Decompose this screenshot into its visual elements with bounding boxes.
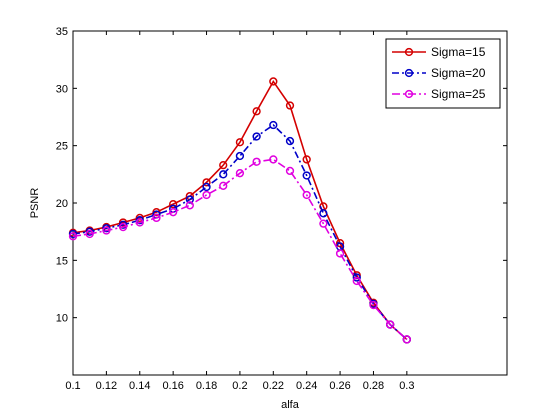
data-point bbox=[102, 226, 111, 235]
data-point bbox=[302, 190, 311, 200]
x-tick-label: 0.1 bbox=[65, 380, 80, 392]
series-line bbox=[72, 158, 408, 341]
data-point bbox=[269, 77, 278, 86]
legend-swatch-marker bbox=[404, 68, 414, 78]
legend: Sigma=15 Sigma=20 Sigma=25 bbox=[385, 38, 501, 109]
data-point bbox=[202, 178, 211, 187]
x-tick-label: 0.2 bbox=[232, 380, 247, 392]
data-point bbox=[386, 320, 395, 329]
data-point bbox=[135, 218, 144, 227]
legend-label: Sigma=20 bbox=[431, 66, 486, 80]
x-tick-label: 0.24 bbox=[296, 380, 317, 392]
x-tick-label: 0.26 bbox=[329, 380, 350, 392]
y-tick-label: 15 bbox=[56, 255, 68, 267]
x-tick-label: 0.22 bbox=[263, 380, 284, 392]
data-point bbox=[285, 101, 295, 110]
data-point bbox=[85, 229, 94, 239]
data-point bbox=[302, 171, 311, 180]
data-point bbox=[219, 170, 228, 179]
y-axis-label: PSNR bbox=[29, 188, 41, 219]
data-point bbox=[219, 181, 228, 190]
legend-swatch-marker bbox=[404, 47, 414, 57]
data-point bbox=[285, 136, 295, 146]
data-point bbox=[235, 138, 245, 147]
series-line bbox=[72, 79, 408, 341]
data-point bbox=[302, 155, 311, 164]
data-point bbox=[269, 155, 278, 164]
legend-label: Sigma=25 bbox=[431, 87, 486, 101]
data-point bbox=[269, 120, 278, 130]
x-tick-label: 0.14 bbox=[129, 380, 150, 392]
data-point bbox=[185, 201, 194, 210]
data-point bbox=[369, 300, 378, 310]
data-point bbox=[235, 151, 245, 161]
legend-swatch-marker bbox=[404, 89, 414, 99]
x-tick-label: 0.16 bbox=[162, 380, 183, 392]
data-point bbox=[252, 132, 261, 141]
data-point bbox=[235, 169, 245, 178]
data-point bbox=[352, 273, 361, 282]
y-tick-label: 10 bbox=[56, 313, 68, 325]
data-point bbox=[285, 166, 295, 176]
x-tick-label: 0.28 bbox=[363, 380, 384, 392]
data-point bbox=[68, 232, 78, 241]
x-tick-label: 0.3 bbox=[399, 380, 414, 392]
data-point bbox=[252, 157, 261, 166]
data-point bbox=[319, 219, 328, 228]
y-tick-label: 20 bbox=[56, 198, 68, 210]
legend-label: Sigma=15 bbox=[431, 45, 486, 59]
x-tick-label: 0.12 bbox=[96, 380, 117, 392]
data-point bbox=[118, 222, 128, 232]
data-point bbox=[252, 107, 261, 116]
data-point bbox=[202, 182, 211, 192]
x-tick-label: 0.18 bbox=[196, 380, 217, 392]
data-point bbox=[185, 195, 194, 204]
data-point bbox=[352, 276, 361, 286]
y-tick-label: 25 bbox=[56, 141, 68, 153]
series-sigma-25 bbox=[68, 155, 411, 344]
data-point bbox=[219, 161, 228, 170]
data-point bbox=[169, 208, 178, 217]
data-point bbox=[169, 199, 178, 209]
y-tick-label: 35 bbox=[56, 26, 68, 38]
x-axis-label: alfa bbox=[281, 399, 300, 411]
data-point bbox=[319, 209, 328, 218]
y-tick-label: 30 bbox=[56, 83, 68, 95]
data-point bbox=[202, 190, 211, 200]
data-point bbox=[402, 335, 411, 344]
data-point bbox=[152, 213, 161, 223]
data-point bbox=[335, 249, 345, 258]
series-line bbox=[72, 123, 408, 341]
